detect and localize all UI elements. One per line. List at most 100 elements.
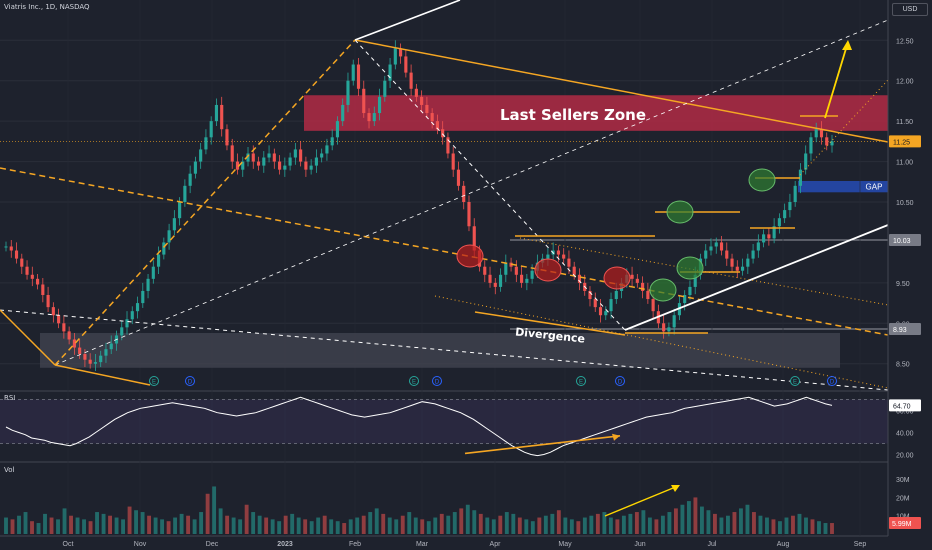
volume-bar — [530, 521, 535, 534]
volume-bar — [563, 517, 568, 534]
volume-bar — [810, 519, 815, 534]
candle-body — [725, 250, 729, 259]
candle-body — [25, 266, 29, 275]
rsi-divergence-arrow-head — [612, 433, 620, 441]
candle-body — [462, 185, 466, 202]
candle-body — [293, 149, 297, 158]
candle-body — [162, 242, 166, 255]
candle-body — [588, 290, 592, 300]
rsi-tick-label: 60.00 — [896, 409, 914, 416]
candle-body — [635, 278, 639, 283]
highlight-circle — [748, 168, 776, 192]
candle-body — [483, 266, 487, 275]
volume-bar — [303, 519, 308, 534]
candle-body — [225, 129, 229, 146]
volume-bar — [134, 510, 139, 534]
candle-body — [230, 145, 234, 162]
volume-bar — [355, 517, 360, 534]
candle-body — [704, 250, 708, 259]
candle-body — [20, 258, 24, 267]
volume-bar — [446, 515, 451, 534]
volume-bar — [368, 512, 373, 534]
candle-body — [157, 254, 161, 267]
candle-body — [493, 282, 497, 287]
candle-body — [709, 246, 713, 251]
volume-bar — [420, 519, 425, 534]
currency-button[interactable]: USD — [892, 3, 928, 16]
candle-body — [35, 278, 40, 285]
time-label: Jul — [708, 541, 717, 548]
volume-bar — [30, 521, 34, 534]
event-marker-label: D — [830, 380, 835, 386]
candle-body — [409, 72, 413, 89]
volume-bar — [641, 510, 646, 534]
candle-body — [241, 161, 245, 170]
volume-bar — [56, 519, 60, 534]
candle-body — [451, 153, 455, 170]
rsi-band — [0, 399, 888, 444]
volume-bar — [342, 523, 347, 534]
volume-bar — [602, 512, 607, 534]
volume-bar — [101, 513, 106, 534]
volume-bar — [765, 517, 769, 534]
volume-bar — [628, 513, 633, 534]
volume-bar — [830, 523, 834, 534]
volume-bar — [88, 521, 93, 534]
time-label: 2023 — [277, 541, 293, 548]
volume-bar — [17, 515, 21, 534]
volume-bar — [374, 508, 379, 534]
symbol-title[interactable]: Viatris Inc., 1D, NASDAQ — [4, 3, 90, 11]
candle-body — [109, 343, 113, 350]
volume-bar — [608, 517, 613, 534]
price-tick-label: 12.50 — [896, 38, 914, 45]
white-dashed-uptrend — [54, 19, 889, 366]
candle-body — [425, 104, 429, 114]
time-label: Mar — [416, 541, 429, 548]
price-axis-bg — [888, 0, 932, 550]
candle-body — [330, 137, 334, 146]
candle-body — [146, 278, 150, 291]
candles — [4, 40, 834, 372]
volume-bar — [10, 519, 15, 534]
volume-pane-label[interactable]: Vol — [4, 466, 15, 474]
candle-body — [572, 266, 576, 275]
volume-bar — [459, 508, 464, 534]
rsi-divergence-line — [464, 435, 621, 455]
candle-body — [414, 88, 418, 97]
volume-bar — [667, 512, 672, 534]
candle-body — [830, 141, 834, 146]
candle-body — [9, 246, 13, 251]
volume-bar — [550, 513, 555, 534]
volume-tick-label: 30M — [896, 477, 910, 484]
rsi-pane-label[interactable]: RSI — [4, 394, 16, 402]
time-label: Aug — [777, 541, 790, 548]
candle-body — [235, 161, 240, 170]
price-axis: 12.5012.0011.5011.0010.509.509.008.5011.… — [887, 0, 932, 550]
candle-body — [278, 161, 282, 170]
highlight-circle — [534, 258, 562, 282]
volume-bar — [49, 517, 54, 534]
candle-body — [67, 331, 71, 340]
volume-bar — [322, 515, 327, 534]
price-tag-label: 11.25 — [893, 139, 910, 146]
volume-bar — [465, 504, 470, 534]
highlight-circle — [603, 266, 631, 290]
candle-body — [693, 274, 697, 287]
candle-body — [746, 258, 750, 267]
volume-bar — [43, 513, 47, 534]
volume-bar — [264, 517, 269, 534]
price-tick-label: 11.00 — [896, 160, 913, 167]
highlight-circle — [666, 200, 694, 224]
candle-body — [735, 266, 739, 271]
rsi-tick-label: 20.00 — [896, 453, 914, 460]
candle-body — [446, 137, 450, 154]
volume-value-tag — [889, 517, 921, 530]
volume-bar — [166, 521, 171, 534]
time-label: Nov — [134, 541, 147, 548]
event-marker — [149, 376, 159, 386]
volume-bar — [686, 501, 691, 534]
candle-body — [756, 242, 760, 251]
candle-body — [46, 295, 50, 308]
volume-bar — [387, 517, 392, 534]
